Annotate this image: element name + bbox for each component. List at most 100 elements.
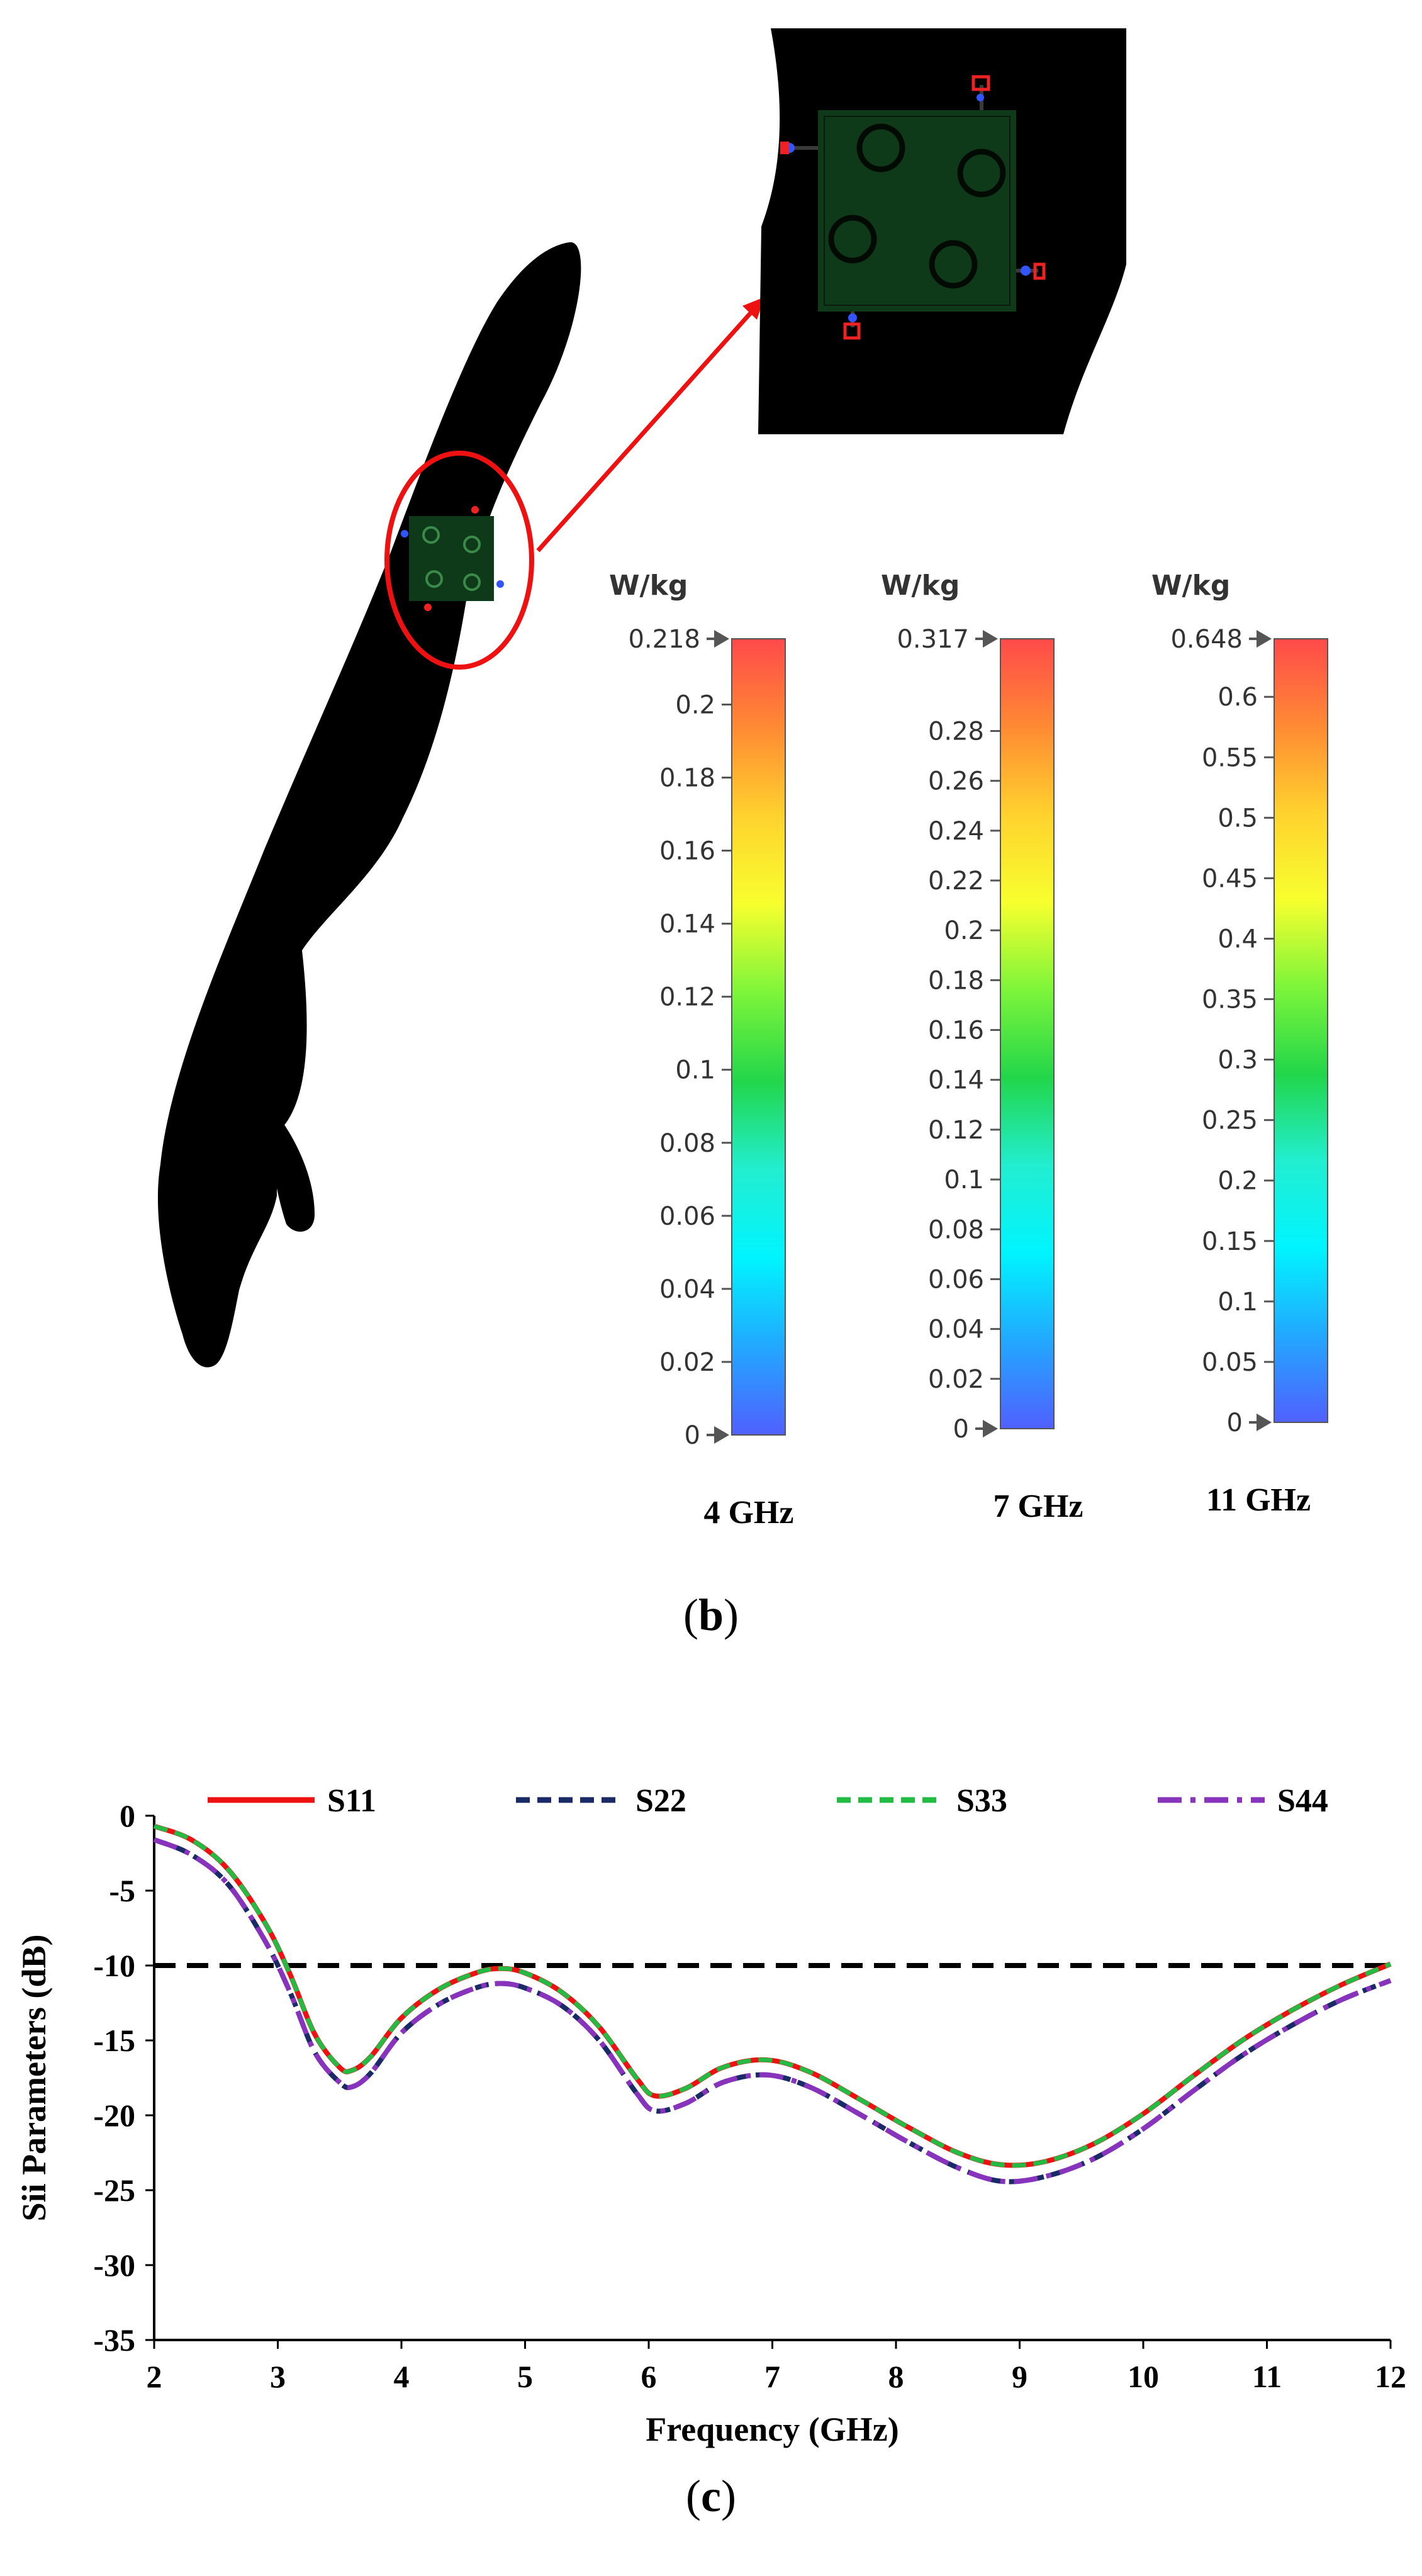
- legend-label-s44: S44: [1277, 1783, 1328, 1819]
- series-line-s22: [153, 1837, 1392, 2185]
- colorbar-min-arrow: [983, 1420, 998, 1437]
- colorbar-tick-label: 0.16: [928, 1016, 984, 1045]
- colorbar-tick-label: 0.04: [659, 1275, 715, 1304]
- colorbar-tick-label: 0.05: [1202, 1348, 1258, 1377]
- x-tick-label: 12: [1375, 2359, 1406, 2394]
- colorbar-tick-label: 0.35: [1202, 986, 1258, 1015]
- series-line-s44: [153, 1837, 1392, 2185]
- colorbar-tick-label: 0.02: [928, 1365, 984, 1394]
- series-line-s33: [153, 1824, 1392, 2168]
- colorbar-tick-label: 0.4: [1218, 925, 1258, 953]
- colorbar-max-label: 0.218: [628, 625, 700, 654]
- colorbar-tick-label: 0.1: [675, 1056, 715, 1085]
- colorbar-max-label: 0.317: [897, 625, 969, 654]
- x-tick-label: 5: [517, 2359, 533, 2394]
- y-tick-label: -25: [93, 2173, 135, 2208]
- colorbar-tick-label: 0.55: [1202, 743, 1258, 772]
- colorbar-tick-label: 0.08: [928, 1215, 984, 1244]
- legend-label-s33: S33: [956, 1783, 1007, 1819]
- x-tick-label: 4: [394, 2359, 410, 2394]
- colorbar-3: W/kg 0.648 0 0.6 0.55 0.5 0.45 0.4 0.35 0.3 0.25 0.…: [1151, 570, 1328, 1518]
- colorbar-tick-label: 0.18: [928, 966, 984, 995]
- x-tick-label: 8: [888, 2359, 904, 2394]
- colorbar-max-arrow: [714, 630, 729, 648]
- colorbar-min-arrow: [714, 1426, 729, 1444]
- colorbar-tick-label: 0.24: [928, 817, 984, 846]
- colorbar-tick-label: 0.12: [928, 1116, 984, 1145]
- colorbar-tick-label: 0.04: [928, 1315, 984, 1344]
- x-tick-label: 2: [147, 2359, 162, 2394]
- colorbar-frequency: 11 GHz: [1206, 1482, 1311, 1518]
- series-line-s11: [153, 1823, 1392, 2168]
- antenna-on-arm: [401, 506, 504, 611]
- colorbar-tick-label: 0.6: [1218, 683, 1258, 712]
- forearm-phantom: [157, 242, 764, 1368]
- x-tick-label: 9: [1012, 2359, 1027, 2394]
- colorbar-gradient: [731, 638, 786, 1436]
- colorbar-unit: W/kg: [1151, 570, 1230, 602]
- colorbar-tick-label: 0.22: [928, 867, 984, 896]
- colorbar-tick-label: 0.02: [659, 1348, 715, 1377]
- colorbar-tick-label: 0.2: [675, 690, 715, 719]
- x-tick-label: 11: [1252, 2359, 1282, 2394]
- antenna-zoom-inset: [758, 28, 1126, 434]
- x-tick-label: 7: [764, 2359, 780, 2394]
- colorbar-max-label: 0.648: [1170, 625, 1243, 654]
- panel-c-label: (c): [686, 2471, 736, 2521]
- colorbar-unit: W/kg: [609, 570, 688, 602]
- s-parameter-chart: 0 -5 -10 -15 -20 -25 -30 -35 2 3 4 5 6 7 8 9 10 11 12 Frequ…: [15, 1783, 1406, 2448]
- x-tick-label: 6: [641, 2359, 657, 2394]
- y-tick-label: 0: [120, 1798, 135, 1833]
- colorbar-min-label: 0: [953, 1415, 969, 1444]
- colorbar-tick-label: 0.16: [659, 837, 715, 866]
- colorbar-tick-label: 0.45: [1202, 864, 1258, 893]
- highlight-circle: [384, 451, 534, 670]
- colorbar-min-label: 0: [1227, 1409, 1243, 1437]
- legend-label-s11: S11: [327, 1783, 376, 1819]
- forearm-silhouette: [157, 242, 581, 1368]
- colorbar-tick-label: 0.15: [1202, 1227, 1258, 1256]
- y-tick-label: -35: [93, 2322, 135, 2358]
- colorbar-tick-label: 0.14: [928, 1066, 984, 1095]
- colorbar-min-label: 0: [685, 1421, 700, 1450]
- y-tick-label: -15: [93, 2023, 135, 2058]
- colorbar-tick-label: 0.06: [928, 1265, 984, 1294]
- panel-b-label: (b): [683, 1590, 739, 1640]
- thumb: [267, 1114, 315, 1232]
- colorbar-max-arrow: [983, 630, 998, 648]
- zoom-arrow-line: [536, 310, 754, 553]
- y-tick-label: -10: [93, 1948, 135, 1983]
- y-tick-label: -20: [93, 2098, 135, 2133]
- zoom-arrow-head: [742, 297, 764, 320]
- colorbar-tick-label: 0.1: [944, 1166, 984, 1195]
- colorbar-tick-label: 0.3: [1218, 1046, 1258, 1075]
- colorbar-1: W/kg 0.218 0 0.2 0.18 0.16 0.14 0.12 0.1 0.08 0.06…: [609, 570, 793, 1531]
- sar-colorbars: W/kg 0.218 0 0.2 0.18 0.16 0.14 0.12 0.1 0.08 0.06…: [609, 570, 1328, 1531]
- y-axis-title: Sii Parameters (dB): [15, 1935, 53, 2222]
- colorbar-tick-label: 0.06: [659, 1202, 715, 1231]
- x-tick-label: 10: [1128, 2359, 1159, 2394]
- colorbar-tick-label: 0.14: [659, 910, 715, 939]
- y-tick-label: -30: [93, 2247, 135, 2283]
- legend-label-s22: S22: [635, 1783, 686, 1819]
- colorbar-gradient: [1000, 638, 1055, 1429]
- colorbar-tick-label: 0.18: [659, 764, 715, 793]
- colorbar-tick-label: 0.25: [1202, 1106, 1258, 1135]
- colorbar-tick-label: 0.12: [659, 983, 715, 1012]
- x-tick-label: 3: [270, 2359, 286, 2394]
- colorbar-tick-label: 0.5: [1218, 804, 1258, 833]
- colorbar-unit: W/kg: [881, 570, 960, 602]
- colorbar-gradient: [1274, 638, 1328, 1423]
- colorbar-max-arrow: [1257, 630, 1272, 648]
- colorbar-tick-label: 0.08: [659, 1129, 715, 1158]
- y-tick-label: -5: [109, 1873, 135, 1908]
- colorbar-tick-label: 0.1: [1218, 1288, 1258, 1317]
- colorbar-2: W/kg 0.317 0 0.28 0.26 0.24 0.22 0.2 0.18 0.16 0.1…: [881, 570, 1083, 1524]
- colorbar-tick-label: 0.26: [928, 767, 984, 796]
- colorbar-min-arrow: [1257, 1414, 1272, 1431]
- colorbar-tick-label: 0.2: [1218, 1167, 1258, 1196]
- colorbar-frequency: 7 GHz: [994, 1488, 1083, 1524]
- colorbar-tick-label: 0.28: [928, 717, 984, 746]
